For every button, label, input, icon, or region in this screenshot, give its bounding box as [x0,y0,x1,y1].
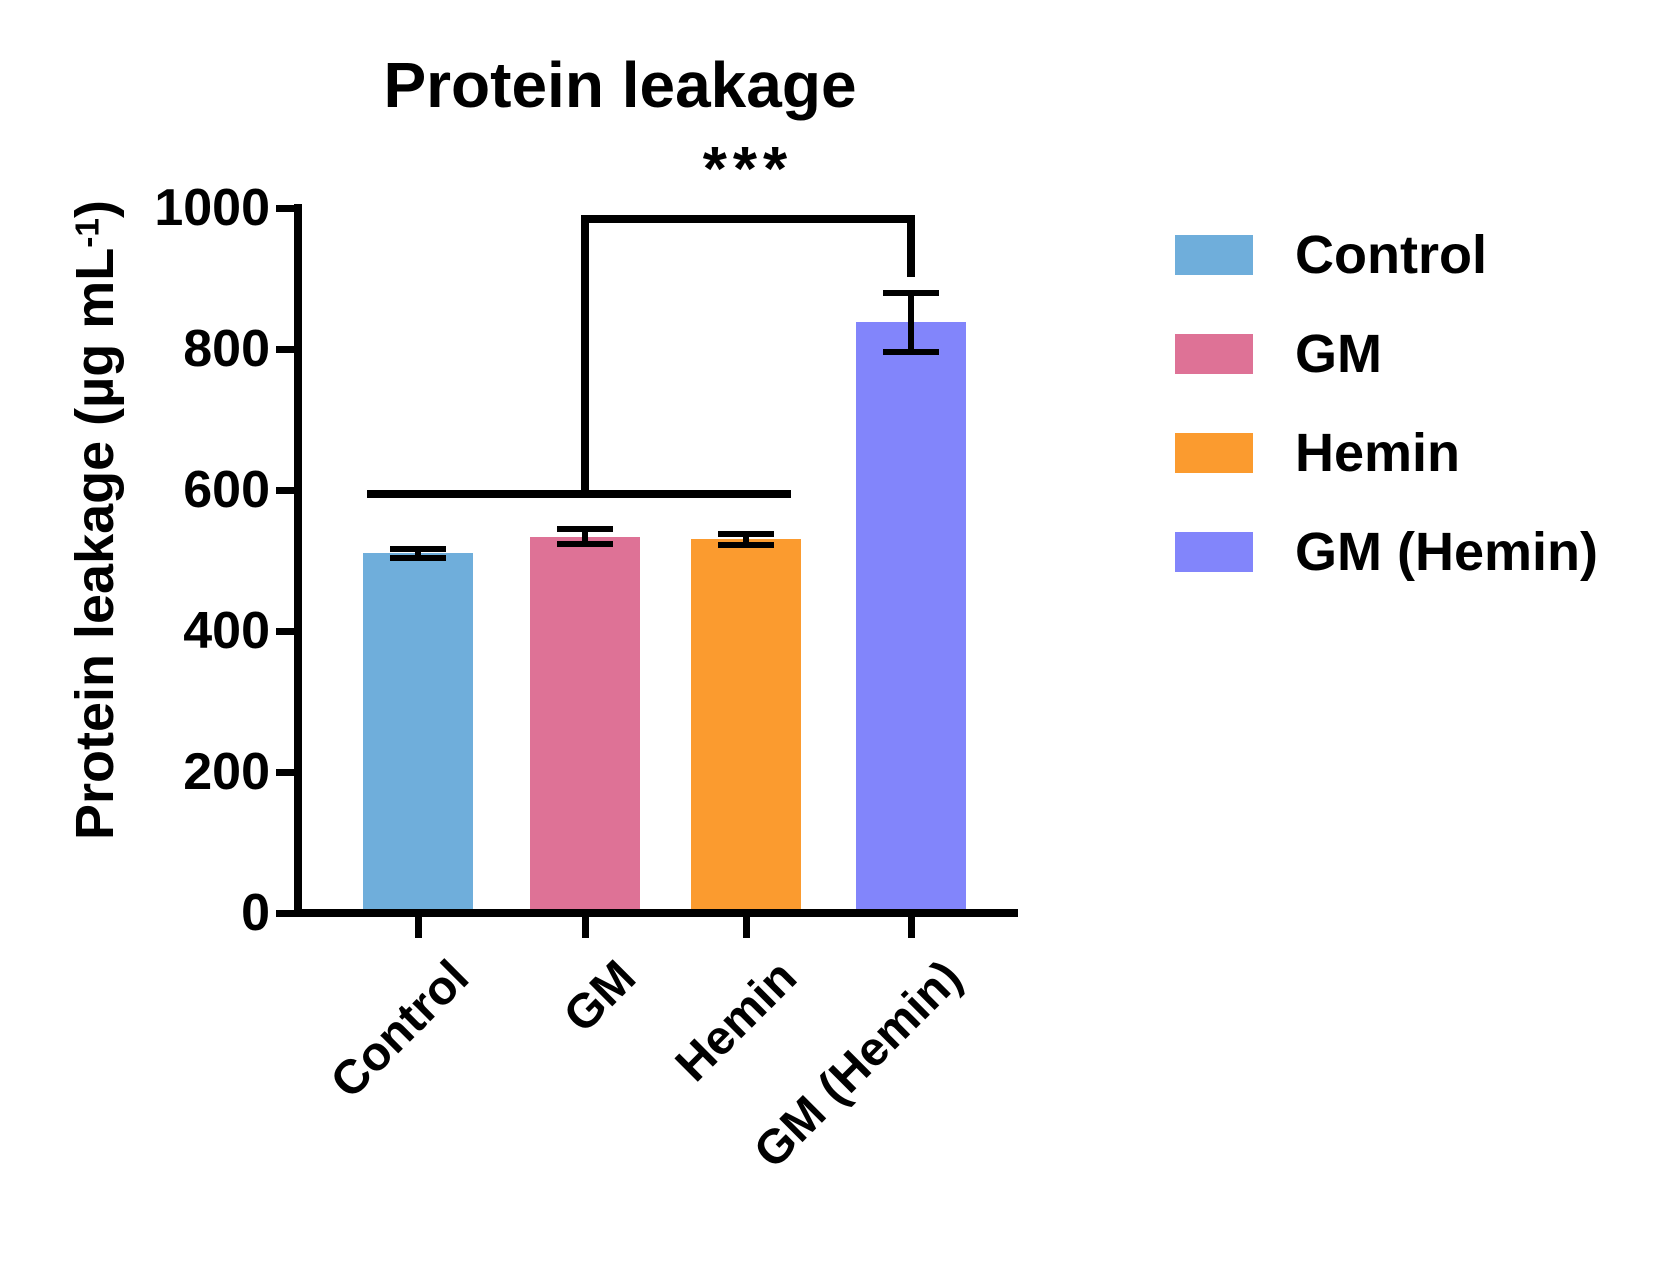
legend-swatch-hemin [1175,433,1253,473]
y-tick-600 [276,487,294,494]
error-bar-cap-top-control [390,546,446,552]
y-tick-label-1000: 1000 [154,179,270,237]
x-tick-gm-hemin [908,917,915,938]
x-tick-label-gm: GM [553,950,647,1043]
y-tick-label-600: 600 [183,461,270,519]
legend-label-hemin: Hemin [1295,423,1461,483]
y-tick-200 [276,769,294,776]
y-tick-800 [276,346,294,353]
error-bar-cap-top-gm [557,526,613,532]
x-tick-gm [582,917,589,938]
error-bar-cap-top-gm-hemin [883,290,939,296]
legend-swatch-control [1175,235,1253,275]
y-tick-400 [276,628,294,635]
error-bar-gm-hemin [908,293,914,352]
error-bar-cap-bottom-gm-hemin [883,349,939,355]
error-bar-cap-bottom-control [390,555,446,561]
sig-drop-line [907,215,915,277]
error-bar-hemin [743,534,749,545]
sig-top-line [581,215,915,223]
sig-group-line [367,490,791,498]
y-tick-label-800: 800 [183,320,270,378]
x-tick-control [415,917,422,938]
y-tick-0 [276,910,294,917]
error-bar-gm [582,529,588,543]
y-tick-label-200: 200 [183,743,270,801]
chart-title: Protein leakage [383,49,857,121]
error-bar-cap-top-hemin [718,531,774,537]
bar-control [363,553,473,909]
legend-item-hemin: Hemin [1175,422,1598,484]
y-tick-1000 [276,205,294,212]
y-tick-label-400: 400 [183,602,270,660]
error-bar-cap-bottom-gm [557,541,613,547]
legend-swatch-gm [1175,334,1253,374]
error-bar-control [415,549,421,559]
legend-label-control: Control [1295,225,1487,285]
x-tick-label-hemin: Hemin [665,950,808,1092]
legend-label-gm-hemin: GM (Hemin) [1295,522,1598,582]
legend-item-control: Control [1175,224,1598,286]
bar-gm-hemin [856,322,966,909]
x-axis-line [294,909,1018,917]
legend: Control GM Hemin GM (Hemin) [1175,224,1598,583]
legend-item-gm-hemin: GM (Hemin) [1175,521,1598,583]
legend-item-gm: GM [1175,323,1598,385]
error-bar-cap-bottom-hemin [718,542,774,548]
y-tick-label-0: 0 [241,884,270,942]
x-tick-label-control: Control [320,950,480,1109]
sig-riser-line [581,215,589,498]
bar-gm [530,537,640,909]
x-tick-hemin [743,917,750,938]
legend-label-gm: GM [1295,324,1382,384]
significance-label: *** [702,135,794,204]
bar-hemin [691,539,801,909]
y-axis-line [294,204,302,917]
legend-swatch-gm-hemin [1175,532,1253,572]
